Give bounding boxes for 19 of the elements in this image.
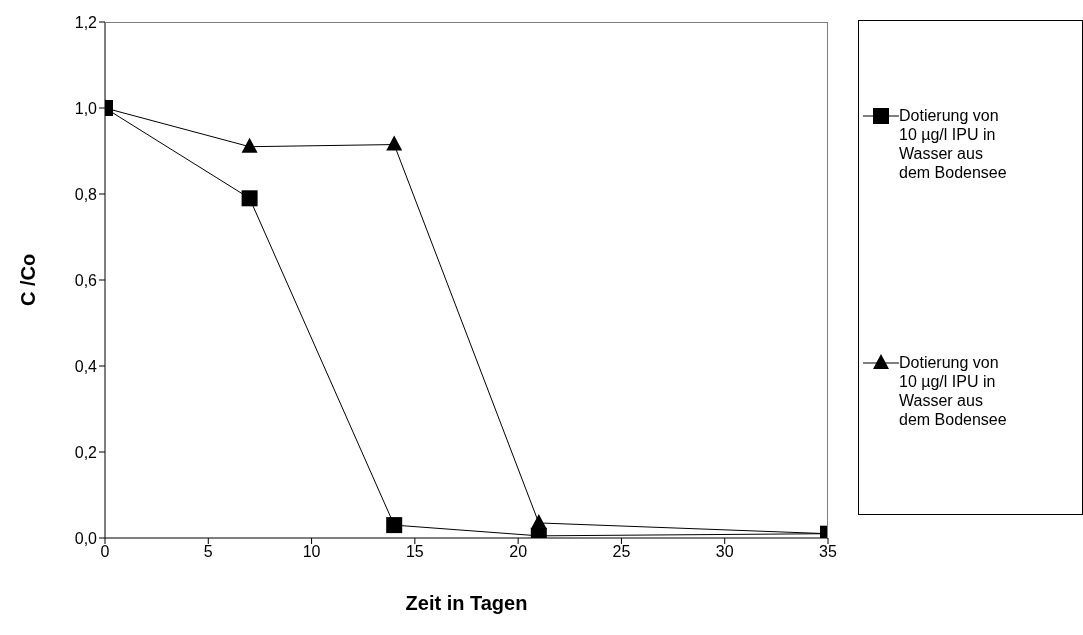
y-axis-title: C /Co — [17, 253, 40, 307]
y-tick-label: 0,2 — [74, 443, 98, 461]
x-tick-label: 10 — [302, 543, 321, 561]
x-tick-label: 25 — [612, 543, 631, 561]
legend-label: Dotierung von 10 µg/l IPU in Wasser aus dem Bodensee — [899, 106, 1008, 183]
y-tick-label: 1,0 — [74, 99, 98, 117]
y-tick-label: 0,4 — [74, 357, 98, 375]
x-tick-label: 35 — [819, 543, 837, 561]
y-tick-label: 1,2 — [74, 13, 98, 31]
y-tick-label: 0,6 — [74, 271, 98, 289]
x-tick-label: 5 — [203, 543, 213, 561]
x-tick-label: 15 — [405, 543, 424, 561]
legend-label: Dotierung von 10 µg/l IPU in Wasser aus dem Bodensee — [899, 352, 1008, 429]
x-tick-label: 0 — [100, 543, 110, 561]
x-tick-label: 30 — [715, 543, 734, 561]
y-tick-label: 0,8 — [74, 185, 98, 203]
x-axis-title: Zeit in Tagen — [405, 592, 528, 614]
x-tick-label: 20 — [509, 543, 528, 561]
y-tick-label: 0,0 — [74, 529, 98, 547]
